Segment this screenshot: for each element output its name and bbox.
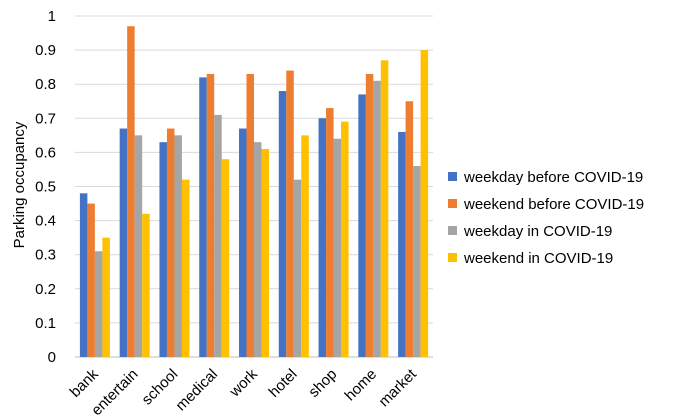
- y-tick-label: 0.2: [35, 281, 56, 298]
- y-tick-label: 0.8: [35, 76, 56, 93]
- x-tick-label: work: [226, 365, 261, 400]
- bar: [398, 131, 406, 357]
- bar: [87, 203, 95, 357]
- bar: [181, 179, 190, 357]
- bars: [79, 26, 429, 358]
- bar: [293, 179, 302, 357]
- bar: [214, 114, 222, 357]
- bar: [380, 60, 389, 358]
- y-tick-label: 0.3: [35, 247, 56, 264]
- legend-swatch: [448, 226, 457, 235]
- x-tick-label: hotel: [266, 366, 301, 401]
- y-tick-label: 1: [48, 8, 56, 25]
- x-tick-label: home: [342, 366, 381, 405]
- bar: [261, 148, 269, 357]
- bar: [373, 80, 381, 357]
- y-tick-label: 0.9: [35, 42, 56, 59]
- y-tick-label: 0.5: [35, 179, 56, 196]
- bar: [199, 77, 207, 357]
- y-tick-label: 0.4: [35, 213, 56, 230]
- bar: [79, 193, 88, 357]
- bar: [326, 108, 334, 357]
- bar: [159, 142, 167, 357]
- y-tick-label: 0: [48, 349, 56, 366]
- y-axis-ticks: 0 0.1 0.2 0.3 0.4 0.5 0.6 0.7 0.8 0.9 1: [35, 8, 56, 366]
- legend-label: weekend before COVID-19: [463, 196, 644, 213]
- bar: [318, 118, 327, 357]
- y-tick-label: 0.6: [35, 144, 56, 161]
- bar: [420, 50, 429, 357]
- legend-label: weekday before COVID-19: [463, 169, 643, 186]
- bar: [254, 142, 262, 357]
- legend: weekday before COVID-19 weekend before CO…: [448, 169, 644, 267]
- x-tick-label: market: [376, 365, 421, 410]
- legend-swatch: [448, 253, 457, 262]
- bar: [286, 70, 294, 357]
- bar: [246, 73, 254, 357]
- bar: [333, 138, 342, 357]
- bar: [134, 135, 143, 357]
- bar: [358, 94, 366, 358]
- y-tick-label: 0.1: [35, 315, 56, 332]
- bar: [341, 121, 349, 358]
- bar: [278, 91, 287, 358]
- y-axis-label: Parking occupancy: [11, 121, 28, 248]
- bar: [221, 159, 230, 357]
- bar: [166, 128, 175, 357]
- legend-label: weekend in COVID-19: [463, 250, 613, 267]
- bar: [174, 135, 182, 357]
- bar: [413, 166, 421, 357]
- bar: [119, 128, 128, 357]
- bar: [102, 237, 110, 357]
- x-tick-label: bank: [67, 365, 102, 400]
- bar: [94, 251, 103, 357]
- legend-swatch: [448, 199, 457, 208]
- bar: [239, 128, 247, 357]
- legend-label: weekday in COVID-19: [463, 223, 612, 240]
- legend-swatch: [448, 172, 457, 181]
- bar: [405, 101, 414, 357]
- x-tick-label: shop: [305, 366, 340, 401]
- bar: [365, 73, 374, 357]
- bar: [142, 213, 150, 357]
- bar: [127, 26, 135, 357]
- bar: [301, 135, 309, 357]
- bar: [206, 73, 215, 357]
- x-tick-label: medical: [172, 366, 221, 415]
- y-tick-label: 0.7: [35, 110, 56, 127]
